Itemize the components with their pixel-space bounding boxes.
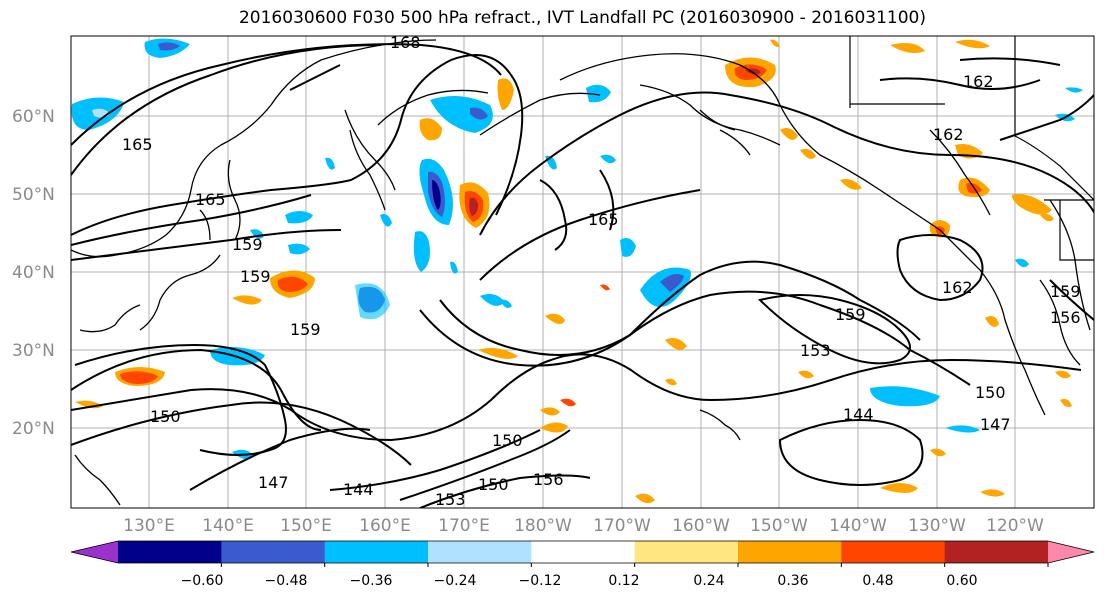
contour-label: 153 [800, 341, 831, 360]
colorbar-tick-label: −0.12 [519, 573, 562, 589]
contour-label: 159 [240, 267, 271, 286]
lon-label: 160°E [359, 516, 411, 536]
map-title: 2016030600 F030 500 hPa refract., IVT La… [238, 8, 926, 28]
contour-label: 150 [478, 475, 509, 494]
plot-frame [70, 35, 1095, 509]
colorbar-tick-label: −0.60 [181, 573, 224, 589]
contour-label: 150 [150, 407, 181, 426]
colorbar [70, 540, 1095, 564]
contour-label: 159 [835, 305, 866, 324]
colorbar-segment [531, 541, 636, 563]
colorbar-tick-label: 0.60 [946, 573, 977, 589]
contour-label: 144 [843, 405, 874, 424]
contour-label: 147 [980, 415, 1011, 434]
lat-label: 60°N [12, 107, 55, 127]
colorbar-segment [221, 541, 326, 563]
colorbar-ticks: −0.60 −0.48 −0.36 −0.24 −0.12 0.12 0.24 … [181, 563, 1049, 589]
contour-label: 144 [343, 480, 374, 499]
contour-label: 162 [933, 125, 964, 144]
lat-label: 50°N [12, 185, 55, 205]
lon-label: 140°E [202, 516, 254, 536]
latitude-labels: 60°N 50°N 40°N 30°N 20°N [12, 107, 55, 439]
lon-label: 150°W [750, 516, 808, 536]
colorbar-tick-label: 0.48 [862, 573, 893, 589]
colorbar-tick-label: −0.24 [434, 573, 477, 589]
contour-label: 159 [1050, 282, 1081, 301]
lon-label: 180°W [514, 516, 572, 536]
colorbar-segment [634, 541, 739, 563]
contour-label: 165 [588, 210, 619, 229]
colorbar-segment [118, 541, 222, 563]
colorbar-outline [70, 540, 1095, 564]
borders [849, 36, 1094, 261]
lon-label: 130°W [908, 516, 966, 536]
colorbar-segment [944, 541, 1049, 563]
contour-label: 159 [290, 320, 321, 339]
contour-label: 168 [390, 33, 421, 52]
colorbar-tick-label: −0.48 [265, 573, 308, 589]
longitude-labels: 130°E 140°E 150°E 160°E 170°E 180°W 170°… [123, 516, 1044, 536]
contour-label: 159 [232, 235, 263, 254]
contour-label: 147 [258, 473, 289, 492]
colorbar-segment [841, 541, 946, 563]
colorbar-tick-label: 0.36 [777, 573, 808, 589]
lon-label: 170°E [438, 516, 490, 536]
shaded-anomalies [71, 38, 1083, 504]
contour-label: 162 [963, 72, 994, 91]
colorbar-tick-label: 0.24 [693, 573, 724, 589]
contour-label: 150 [975, 383, 1006, 402]
contour-labels: 168 165 162 162 159 159 159 159 156 153 … [122, 33, 1081, 509]
contour-label: 165 [195, 190, 226, 209]
contour-label: 162 [942, 278, 973, 297]
height-contours [71, 43, 1094, 508]
lat-label: 30°N [12, 341, 55, 361]
lat-label: 20°N [12, 419, 55, 439]
lon-label: 120°W [986, 516, 1044, 536]
lon-label: 130°E [123, 516, 175, 536]
lat-label: 40°N [12, 263, 55, 283]
contour-label: 165 [122, 135, 153, 154]
lon-label: 140°W [829, 516, 887, 536]
colorbar-segment [738, 541, 842, 563]
lon-label: 150°E [280, 516, 332, 536]
colorbar-segment [428, 541, 532, 563]
contour-label: 153 [435, 490, 466, 509]
contour-label: 150 [492, 431, 523, 450]
lon-label: 170°W [593, 516, 651, 536]
colorbar-extend-low [71, 541, 118, 563]
gridlines [71, 36, 1094, 508]
colorbar-extend-high [1048, 541, 1094, 563]
colorbar-tick-label: −0.36 [350, 573, 393, 589]
colorbar-tick-label: 0.12 [608, 573, 639, 589]
contour-label: 156 [1050, 308, 1081, 327]
colorbar-segment [324, 541, 429, 563]
lon-label: 160°W [672, 516, 730, 536]
contour-label: 156 [533, 470, 564, 489]
